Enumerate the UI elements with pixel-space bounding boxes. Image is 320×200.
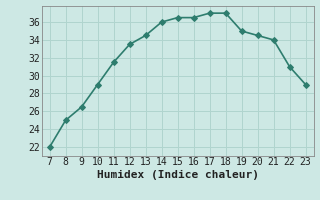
X-axis label: Humidex (Indice chaleur): Humidex (Indice chaleur)	[97, 170, 259, 180]
